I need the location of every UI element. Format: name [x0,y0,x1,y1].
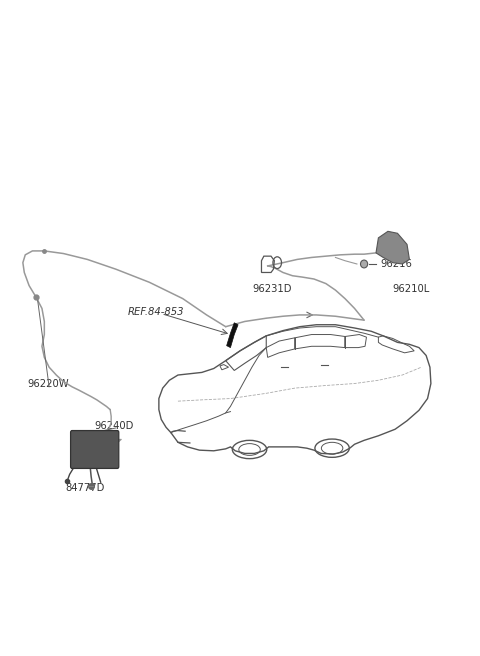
FancyBboxPatch shape [71,430,119,468]
Text: 84777D: 84777D [66,483,105,493]
Text: 96231D: 96231D [252,283,291,294]
Text: 96220W: 96220W [28,379,69,388]
Text: 96216: 96216 [381,259,413,269]
Text: REF.84-853: REF.84-853 [128,306,184,317]
Text: 96210L: 96210L [393,283,430,294]
Polygon shape [376,232,409,264]
Text: 96240D: 96240D [95,421,134,431]
Ellipse shape [360,260,368,268]
Polygon shape [227,323,238,348]
